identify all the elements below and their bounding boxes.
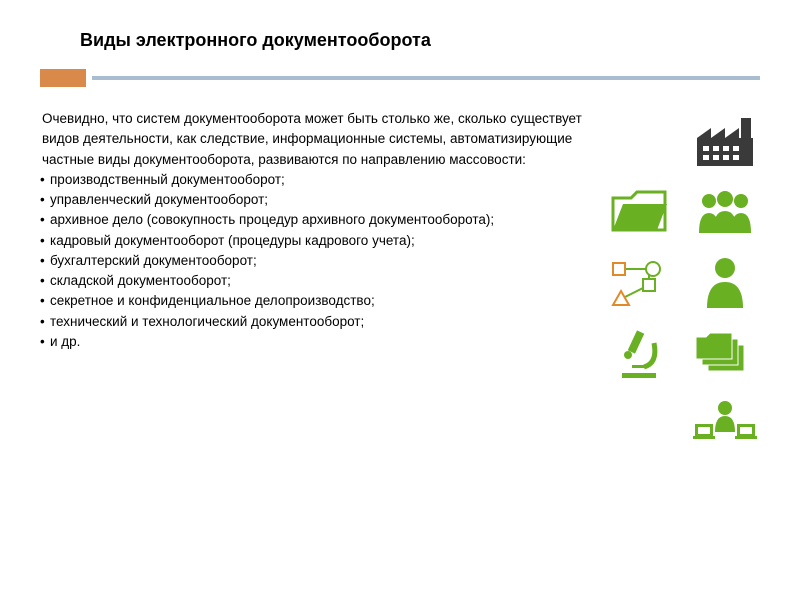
microscope-icon [604, 321, 674, 383]
title-rule [40, 69, 760, 87]
accent-box [40, 69, 86, 87]
folders-stack-icon [690, 321, 760, 383]
folder-icon [604, 181, 674, 243]
bullet-item: и др. [40, 332, 590, 352]
people-icon [690, 181, 760, 243]
slide-title: Виды электронного документооборота [80, 30, 760, 51]
bullet-list: производственный документооборот; управл… [40, 170, 590, 352]
empty-cell [604, 391, 674, 453]
bullet-item: технический и технологический документоо… [40, 312, 590, 332]
bullet-item: управленческий документооборот; [40, 190, 590, 210]
icon-grid [600, 109, 760, 455]
bullet-item: складской документооборот; [40, 271, 590, 291]
person-icon [690, 251, 760, 313]
intro-paragraph: Очевидно, что систем документооборота мо… [42, 109, 590, 170]
bullet-item: бухгалтерский документооборот; [40, 251, 590, 271]
chart-icon [604, 251, 674, 313]
empty-cell [604, 111, 674, 173]
bullet-item: архивное дело (совокупность процедур арх… [40, 210, 590, 230]
bullet-item: производственный документооборот; [40, 170, 590, 190]
factory-icon [690, 111, 760, 173]
bullet-item: секретное и конфиденциальное делопроизво… [40, 291, 590, 311]
bullet-item: кадровый документооборот (процедуры кадр… [40, 231, 590, 251]
horizontal-rule [92, 76, 760, 80]
laptops-person-icon [690, 391, 760, 453]
text-column: Очевидно, что систем документооборота мо… [40, 109, 600, 455]
